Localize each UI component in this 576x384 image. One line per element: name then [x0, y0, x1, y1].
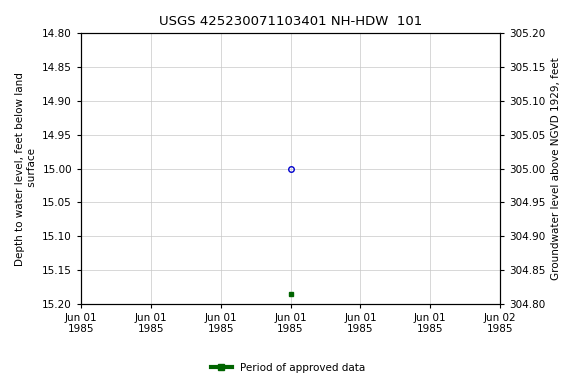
- Title: USGS 425230071103401 NH-HDW  101: USGS 425230071103401 NH-HDW 101: [159, 15, 422, 28]
- Y-axis label: Groundwater level above NGVD 1929, feet: Groundwater level above NGVD 1929, feet: [551, 57, 561, 280]
- Y-axis label: Depth to water level, feet below land
 surface: Depth to water level, feet below land su…: [15, 72, 37, 265]
- Legend: Period of approved data: Period of approved data: [207, 359, 369, 377]
